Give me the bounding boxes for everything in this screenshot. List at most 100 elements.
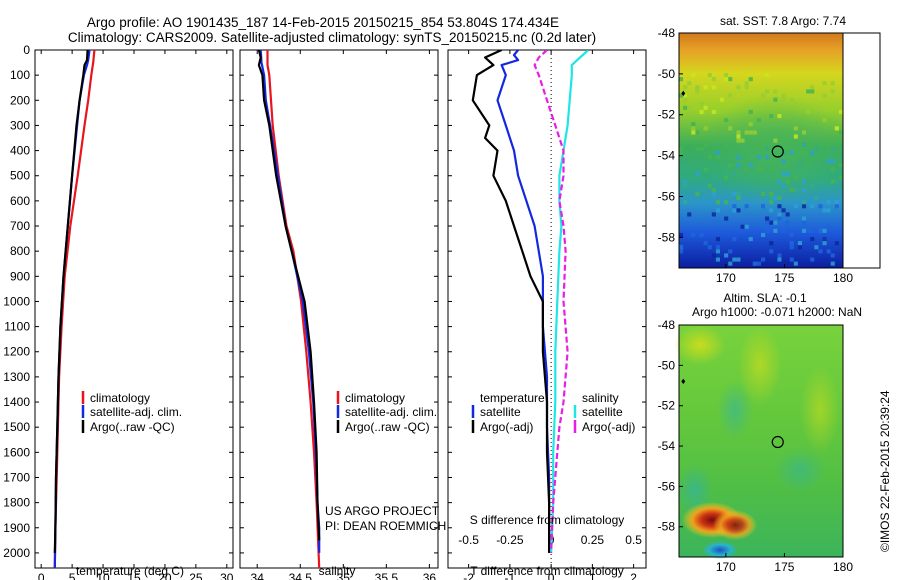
salinity-series: [257, 50, 321, 568]
sst-pixel: [822, 118, 827, 123]
x-tick-label: 30: [220, 571, 234, 580]
sst-pixel: [822, 237, 827, 242]
sst-pixel: [736, 257, 741, 262]
map-y-tick-label: -54: [658, 149, 676, 163]
sla-map: ♦: [674, 324, 844, 559]
x-tick-label: 34: [251, 571, 265, 580]
sst-pixel: [789, 155, 794, 160]
sla-map-title-line1: Altim. SLA: -0.1: [723, 291, 807, 305]
sst-pixel: [834, 241, 839, 246]
sst-pixel: [830, 159, 835, 164]
sst-pixel: [711, 191, 716, 196]
difference-axes: -2 -1 0 1 2-0.5 -0.25 0 0.25 0.5: [448, 49, 646, 580]
sst-map-title: sat. SST: 7.8 Argo: 7.74: [720, 14, 846, 28]
sst-map-margin: [842, 32, 881, 269]
sst-pixel: [781, 171, 786, 176]
sst-pixel: [810, 85, 815, 90]
sst-pixel: [793, 204, 798, 209]
sst-pixel: [797, 241, 802, 246]
sst-pixel: [822, 208, 827, 213]
sst-pixel: [830, 179, 835, 184]
x-tick-label: 20: [158, 571, 172, 580]
sst-pixel: [761, 204, 766, 209]
sst-pixel: [810, 204, 815, 209]
top-x-tick-label: 0.25: [581, 533, 605, 547]
sst-pixel: [777, 253, 782, 258]
sst-pixel: [769, 200, 774, 205]
sst-pixel: [785, 171, 790, 176]
map-y-tick-label: -54: [658, 439, 676, 453]
x-tick-label: 34.5: [289, 571, 313, 580]
sst-pixel: [756, 142, 761, 147]
sst-pixel: [761, 93, 766, 98]
map-y-tick-label: -56: [658, 479, 676, 493]
y-tick-label: 1400: [3, 395, 30, 409]
sst-pixel: [736, 134, 741, 139]
sst-pixel: [679, 77, 684, 82]
legend-title-temperature: temperature: [480, 391, 545, 405]
sst-pixel: [802, 216, 807, 221]
sla-feature: [774, 448, 826, 492]
sst-pixel: [761, 167, 766, 172]
sst-pixel: [765, 89, 770, 94]
sst-pixel: [740, 138, 745, 143]
sst-pixel: [691, 122, 696, 127]
sst-pixel: [769, 249, 774, 254]
sst-pixel: [834, 200, 839, 205]
sst-pixel: [687, 81, 692, 86]
sst-pixel: [802, 204, 807, 209]
x-tick-label: 35: [337, 571, 351, 580]
sst-pixel: [728, 126, 733, 131]
sst-pixel: [761, 191, 766, 196]
sst-pixel: [732, 237, 737, 242]
sst-pixel: [695, 130, 700, 135]
sst-pixel: [715, 237, 720, 242]
legend-label-argo: Argo(..raw -QC): [345, 420, 430, 434]
map-y-tick-label: -50: [658, 358, 676, 372]
sst-pixel: [777, 216, 782, 221]
sst-pixel: [711, 85, 716, 90]
temperature-axes: 0 5 10 15 20 25 300100200300400500600700800900…: [3, 43, 234, 580]
y-tick-label: 1100: [4, 320, 30, 334]
y-tick-label: 0: [23, 43, 30, 57]
sst-pixel: [777, 114, 782, 119]
salinity-axes: 34 34.5 35 35.5 36: [240, 49, 438, 580]
y-tick-label: 700: [10, 219, 30, 233]
sst-pixel: [789, 241, 794, 246]
sst-pixel: [687, 212, 692, 217]
sst-pixel: [728, 77, 733, 82]
sst-pixel: [744, 204, 749, 209]
x-tick-label: -1: [505, 571, 516, 580]
sst-pixel: [814, 245, 819, 250]
sst-pixel: [707, 73, 712, 78]
map-y-tick-label: -50: [658, 67, 676, 81]
sst-pixel: [769, 167, 774, 172]
sst-pixel: [683, 200, 688, 205]
y-tick-label: 600: [10, 194, 30, 208]
sst-pixel: [679, 150, 684, 155]
y-tick-label: 1500: [3, 420, 30, 434]
y-tick-label: 1800: [3, 496, 30, 510]
y-tick-label: 2000: [3, 546, 30, 560]
sst-map-axes: 170 175 180 -48 -50 -52 -54 -56 -58: [658, 26, 854, 285]
sst-pixel: [699, 101, 704, 106]
sst-pixel: [711, 109, 716, 114]
sst-pixel: [830, 81, 835, 86]
x-tick-label: 15: [127, 571, 141, 580]
sst-pixel: [765, 155, 770, 160]
x-tick-label: 36: [423, 571, 437, 580]
sst-pixel: [765, 216, 770, 221]
sst-pixel: [802, 142, 807, 147]
sst-pixel: [761, 232, 766, 237]
sst-pixel: [826, 200, 831, 205]
sst-pixel: [724, 175, 729, 180]
sst-pixel: [736, 208, 741, 213]
sst-pixel: [724, 216, 729, 221]
legend-label-temp-satellite: satellite: [480, 405, 521, 419]
sst-pixel: [822, 228, 827, 233]
sst-pixel: [806, 228, 811, 233]
sst-pixel: [748, 130, 753, 135]
sst-pixel: [736, 130, 741, 135]
sst-pixel: [830, 167, 835, 172]
sst-pixel: [761, 257, 766, 262]
